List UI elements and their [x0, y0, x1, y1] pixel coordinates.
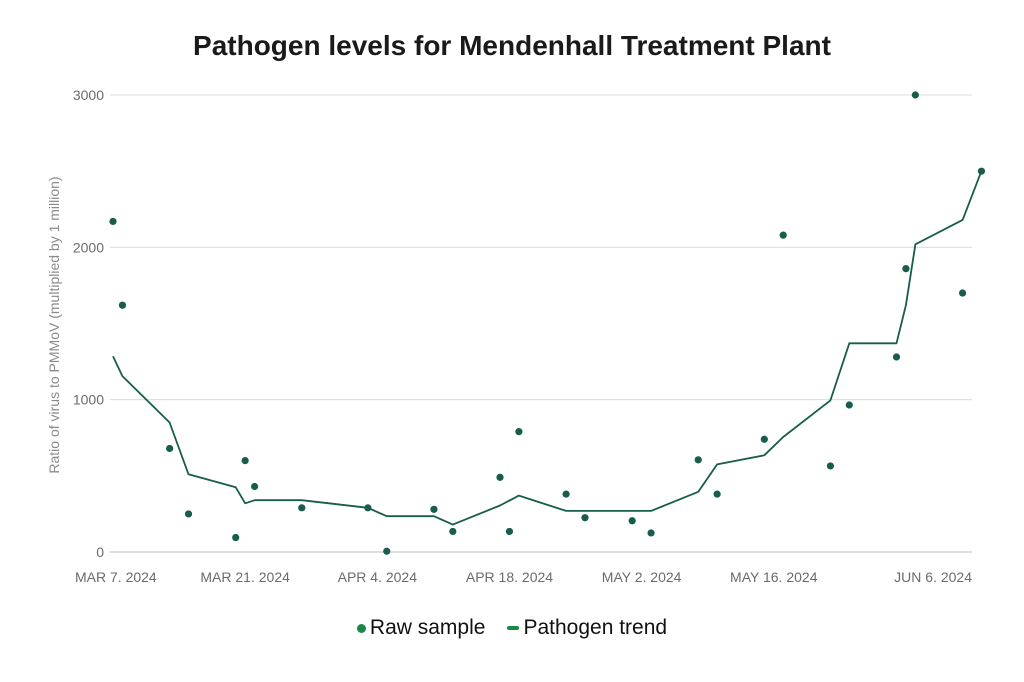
raw-sample-point[interactable] — [250, 482, 259, 491]
raw-sample-point[interactable] — [449, 527, 457, 536]
x-tick-label: MAR 7. 2024 — [75, 569, 157, 585]
raw-sample-point[interactable] — [958, 289, 967, 297]
raw-sample-point[interactable] — [364, 504, 372, 512]
raw-sample-point[interactable] — [779, 231, 787, 239]
raw-sample-point[interactable] — [694, 456, 702, 464]
legend-line-icon — [507, 626, 520, 630]
legend-item-pathogen-trend[interactable]: Pathogen trend — [507, 616, 667, 640]
raw-sample-point[interactable] — [515, 428, 523, 436]
raw-sample-point[interactable] — [184, 510, 193, 518]
raw-sample-point[interactable] — [845, 401, 853, 409]
raw-sample-point[interactable] — [232, 533, 240, 542]
y-tick-label: 3000 — [73, 87, 104, 103]
y-tick-label: 0 — [96, 544, 104, 560]
raw-sample-point[interactable] — [713, 490, 721, 498]
raw-sample-point[interactable] — [383, 547, 391, 555]
raw-sample-point[interactable] — [911, 91, 919, 99]
x-tick-label: APR 4. 2024 — [338, 569, 418, 585]
raw-sample-point[interactable] — [647, 529, 655, 537]
y-tick-label: 1000 — [73, 392, 104, 408]
raw-sample-point[interactable] — [760, 435, 768, 443]
y-tick-label: 2000 — [73, 239, 104, 255]
raw-sample-point[interactable] — [430, 505, 438, 513]
trend-line-layer — [112, 170, 983, 526]
x-tick-label: MAY 16. 2024 — [730, 569, 818, 585]
raw-sample-point[interactable] — [166, 444, 174, 453]
raw-sample-point[interactable] — [826, 462, 835, 470]
raw-sample-point[interactable] — [118, 301, 127, 309]
raw-sample-point[interactable] — [902, 265, 910, 273]
legend-label-raw-sample: Raw sample — [369, 616, 486, 639]
x-tick-labels: MAR 7. 2024 MAR 21. 2024 APR 4. 2024 APR 18… — [75, 569, 972, 585]
x-tick-label: MAR 21. 2024 — [200, 569, 290, 585]
legend-item-raw-sample[interactable]: Raw sample — [356, 616, 486, 640]
legend-label-pathogen-trend: Pathogen trend — [523, 616, 668, 639]
raw-sample-point[interactable] — [496, 473, 504, 481]
x-tick-label: APR 18. 2024 — [466, 569, 553, 585]
legend: Raw sample Pathogen trend — [0, 616, 1024, 640]
chart-title: Pathogen levels for Mendenhall Treatment… — [193, 30, 831, 61]
raw-sample-point[interactable] — [505, 527, 514, 536]
raw-sample-point[interactable] — [241, 457, 249, 465]
y-axis-label: Ratio of virus to PMMoV (multiplied by 1… — [46, 176, 62, 473]
grid-layer — [110, 94, 972, 553]
raw-sample-point[interactable] — [892, 353, 901, 361]
raw-sample-point[interactable] — [628, 517, 636, 525]
raw-sample-point[interactable] — [109, 217, 117, 226]
x-tick-label: JUN 6. 2024 — [894, 569, 972, 585]
y-tick-labels: 0 1000 2000 3000 — [73, 87, 104, 560]
pathogen-trend-line[interactable] — [112, 170, 983, 526]
raw-sample-points — [109, 91, 986, 555]
raw-sample-point[interactable] — [977, 167, 986, 175]
raw-sample-point[interactable] — [298, 504, 306, 512]
raw-sample-point[interactable] — [562, 490, 570, 498]
legend-dot-icon — [356, 623, 366, 633]
x-tick-label: MAY 2. 2024 — [602, 569, 682, 585]
raw-sample-point[interactable] — [581, 514, 589, 522]
